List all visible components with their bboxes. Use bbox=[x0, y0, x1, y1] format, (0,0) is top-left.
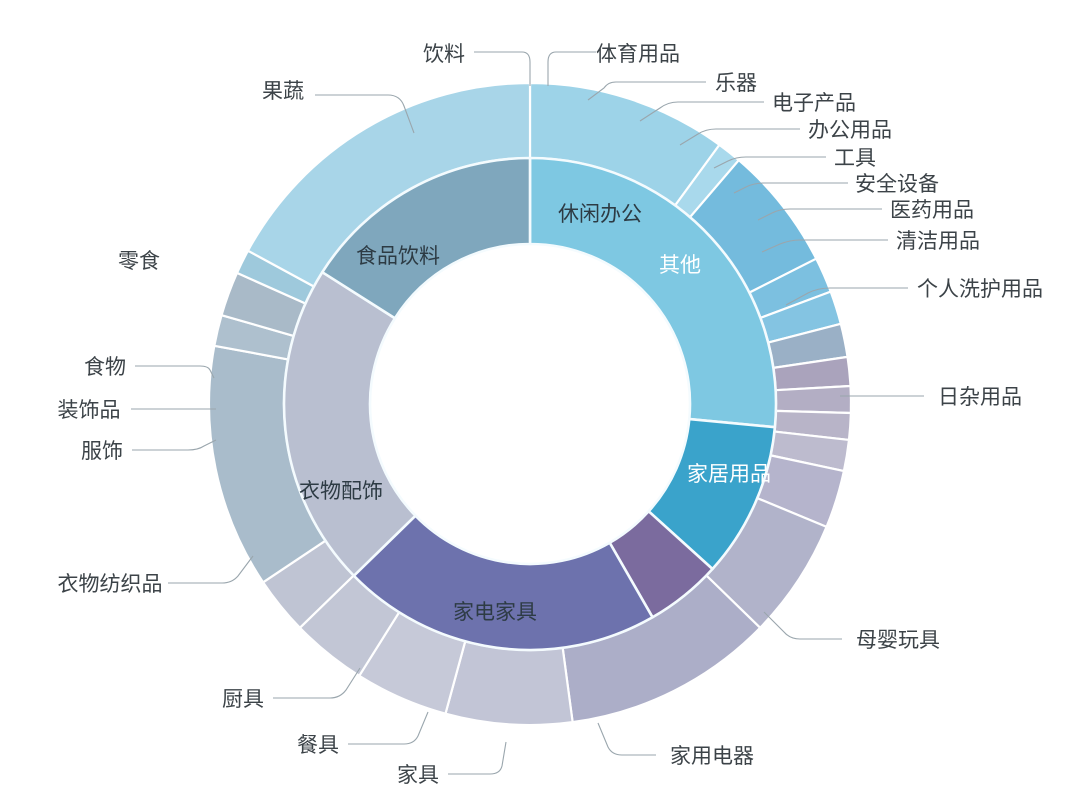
outer-labels-group: 果蔬 饮料 体育用品乐器电子产品办公用品工具安全设备医药用品清洁用品个人洗护用品日杂… bbox=[58, 42, 1044, 787]
inner-segment-label: 家居用品 bbox=[687, 462, 771, 486]
leader-line bbox=[679, 128, 800, 146]
leader-line bbox=[587, 81, 706, 101]
outer-ring-group bbox=[207, 81, 853, 727]
outer-segment-label: 服饰 bbox=[81, 439, 123, 463]
outer-segment[interactable] bbox=[774, 384, 853, 415]
inner-ring-group bbox=[282, 156, 778, 652]
inner-segment[interactable] bbox=[282, 270, 417, 578]
leader-line bbox=[785, 287, 908, 306]
outer-segment-label: 装饰品 bbox=[58, 398, 121, 422]
leader-line bbox=[713, 156, 826, 169]
outer-segment-label: 厨具 bbox=[222, 687, 264, 711]
outer-segment-label: 安全设备 bbox=[855, 172, 939, 196]
outer-segment-label: 母婴玩具 bbox=[856, 628, 940, 652]
outer-segment-label: 日杂用品 bbox=[938, 385, 1022, 409]
outer-segment-label: 办公用品 bbox=[808, 118, 892, 142]
leader-line bbox=[348, 711, 429, 745]
leader-line bbox=[761, 239, 888, 253]
outer-segment-label: 个人洗护用品 bbox=[917, 277, 1043, 301]
outer-segment-label: 医药用品 bbox=[890, 198, 974, 222]
inner-segment-label: 休闲办公 bbox=[558, 202, 642, 226]
outer-segment-label: 果蔬 bbox=[262, 79, 304, 103]
inner-segment-label: 食品饮料 bbox=[356, 244, 440, 268]
inner-segment-label: 家电家具 bbox=[453, 600, 537, 624]
outer-segment-label: 餐具 bbox=[297, 733, 339, 757]
leader-line bbox=[168, 555, 254, 584]
outer-segment[interactable] bbox=[444, 640, 574, 727]
leader-line bbox=[757, 208, 882, 221]
leader-line bbox=[763, 611, 842, 640]
outer-segment-label: 清洁用品 bbox=[896, 229, 980, 253]
outer-segment-label: 工具 bbox=[834, 146, 876, 170]
inner-segment[interactable] bbox=[321, 156, 532, 320]
leader-line bbox=[547, 51, 596, 86]
inner-segment-label: 衣物配饰 bbox=[299, 479, 383, 503]
leader-line bbox=[132, 439, 217, 451]
inner-segment[interactable] bbox=[528, 156, 778, 429]
outer-segment-label: 乐器 bbox=[715, 71, 757, 95]
outer-segment-label: 饮料 bbox=[423, 42, 465, 66]
outer-segment-label: 家具 bbox=[397, 763, 439, 787]
outer-segment-label: 家用电器 bbox=[670, 744, 754, 768]
leader-line bbox=[597, 722, 656, 756]
leader-line bbox=[448, 741, 507, 775]
outer-segment-label: 食物 bbox=[84, 355, 126, 379]
leader-line bbox=[273, 667, 361, 699]
outer-segment-label: 衣物纺织品 bbox=[58, 572, 163, 596]
leader-line bbox=[733, 182, 848, 194]
leader-line bbox=[639, 101, 764, 122]
outer-segment-label: 零食 bbox=[118, 249, 160, 273]
leader-line bbox=[315, 94, 415, 134]
leader-lines-group bbox=[131, 51, 924, 775]
outer-segment-label: 体育用品 bbox=[596, 42, 680, 66]
leader-line bbox=[135, 365, 215, 379]
inner-segment-label: 其他 bbox=[659, 253, 701, 277]
leader-line bbox=[474, 51, 531, 86]
outer-segment-label: 电子产品 bbox=[772, 91, 856, 115]
